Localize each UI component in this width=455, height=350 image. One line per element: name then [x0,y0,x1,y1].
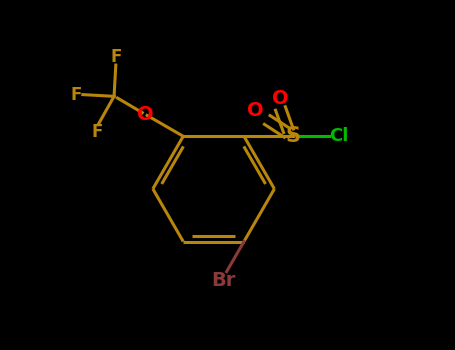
Text: Br: Br [211,271,235,290]
Text: O: O [137,105,154,124]
Text: F: F [70,86,81,104]
Text: O: O [272,89,289,107]
Text: F: F [110,48,121,66]
Text: F: F [91,123,102,141]
Text: S: S [285,126,300,146]
Text: O: O [247,101,264,120]
Text: Cl: Cl [329,127,348,145]
